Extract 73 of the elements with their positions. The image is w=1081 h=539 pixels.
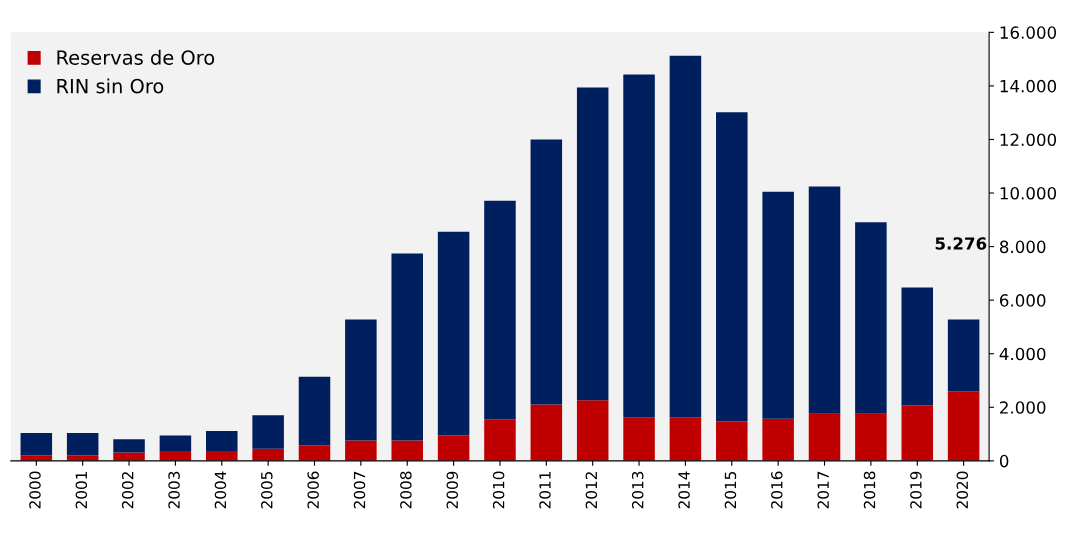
y-tick-label: 10.000: [1000, 186, 1057, 200]
bar: [391, 440, 423, 461]
bar: [855, 413, 887, 461]
bar: [808, 186, 841, 414]
x-tick-label: 2003: [168, 471, 180, 509]
x-tick-label: 2006: [307, 471, 319, 509]
bar: [484, 419, 516, 461]
bar: [20, 455, 53, 461]
x-tick-label: 2012: [585, 472, 598, 509]
bar: [716, 421, 748, 461]
bar: [252, 415, 284, 449]
bar: [206, 450, 238, 461]
x-tick-label: 2000: [29, 471, 41, 509]
bar: [901, 287, 934, 406]
y-tick-label: 0: [999, 454, 1009, 468]
bar: [252, 448, 284, 461]
bar: [530, 139, 563, 405]
bar: [345, 319, 377, 441]
x-tick-label: 2001: [75, 471, 88, 509]
bar: [576, 87, 609, 401]
x-tick-label: 2018: [863, 471, 876, 509]
bar: [437, 231, 470, 436]
bar: [669, 417, 702, 461]
x-tick-label: 2014: [678, 471, 690, 509]
x-tick-label: 2008: [400, 471, 412, 509]
annotation: 5.276: [935, 237, 987, 250]
x-tick-label: 2010: [492, 471, 505, 509]
bar: [808, 413, 841, 461]
bar: [623, 74, 655, 418]
x-tick-label: 2016: [771, 471, 783, 509]
x-tick-label: 2020: [956, 471, 969, 509]
x-tick-label: 2009: [446, 471, 459, 509]
x-tick-label: 2004: [214, 471, 227, 509]
bar: [530, 404, 563, 461]
bar: [669, 55, 702, 418]
bar: [437, 435, 470, 461]
y-tick-label: 6.000: [1000, 294, 1046, 307]
bar: [623, 417, 655, 461]
y-tick-label: 14.000: [1000, 79, 1057, 93]
y-tick-label: 12.000: [1000, 133, 1057, 147]
bar: [66, 432, 99, 456]
bar: [855, 222, 887, 414]
x-tick-label: 2013: [631, 471, 644, 509]
legend-label: RIN sin Oro: [57, 78, 164, 94]
bar: [716, 112, 748, 422]
bar: [66, 455, 99, 461]
y-tick-label: 4.000: [999, 347, 1046, 361]
legend-label: Reservas de Oro: [57, 49, 215, 65]
bar: [206, 431, 238, 451]
x-tick-label: 2015: [724, 471, 737, 509]
bar: [576, 400, 609, 461]
bar: [391, 253, 423, 441]
x-tick-label: 2005: [261, 471, 273, 509]
bar: [762, 418, 794, 461]
bar: [20, 432, 53, 456]
y-tick-label: 2.000: [1000, 401, 1046, 414]
x-tick-label: 2019: [910, 471, 922, 509]
bar: [947, 319, 980, 392]
bar: [298, 376, 331, 446]
bar: [901, 405, 934, 461]
bar: [298, 445, 331, 461]
x-tick-label: 2007: [353, 471, 366, 509]
bar: [159, 435, 192, 451]
bar: [484, 200, 516, 420]
y-tick-label: 8.000: [999, 240, 1046, 254]
x-tick-label: 2017: [817, 471, 829, 509]
y-tick-label: 16.000: [1000, 26, 1057, 39]
bar: [762, 191, 794, 419]
bar: [345, 440, 377, 461]
x-tick-label: 2002: [121, 472, 134, 509]
bar: [947, 391, 980, 461]
x-tick-label: 2011: [539, 471, 551, 509]
bar: [113, 439, 145, 453]
